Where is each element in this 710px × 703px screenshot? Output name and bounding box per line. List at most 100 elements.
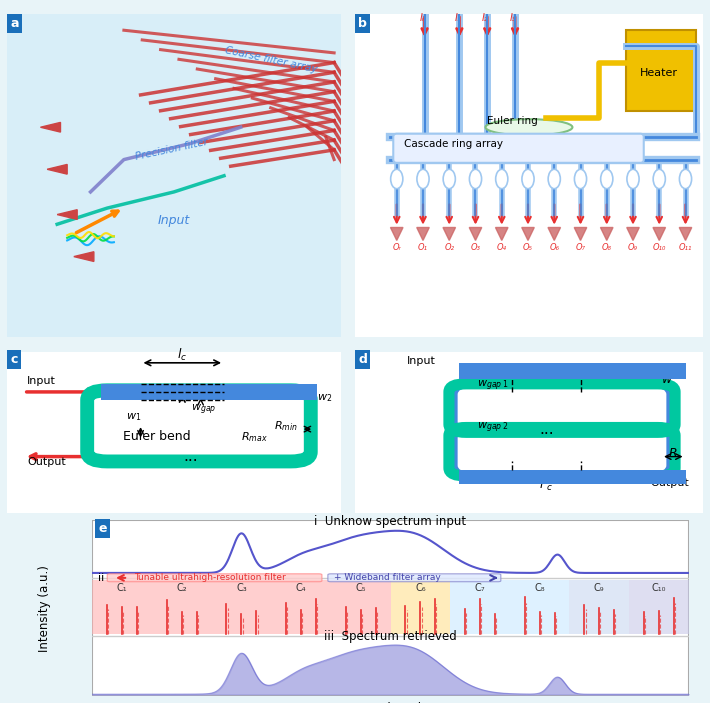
Text: $l_c$: $l_c$ — [178, 347, 187, 363]
FancyBboxPatch shape — [101, 384, 317, 400]
FancyBboxPatch shape — [391, 580, 450, 634]
Text: Coarse filter array: Coarse filter array — [224, 45, 318, 75]
Polygon shape — [574, 228, 586, 240]
FancyBboxPatch shape — [94, 394, 304, 458]
Text: Euler ring: Euler ring — [487, 116, 538, 126]
Text: a: a — [11, 18, 19, 30]
Text: Input: Input — [408, 356, 436, 366]
Text: O₄: O₄ — [497, 243, 507, 252]
FancyBboxPatch shape — [569, 580, 629, 634]
Text: Input: Input — [27, 376, 56, 386]
Text: C₂: C₂ — [177, 583, 187, 593]
FancyBboxPatch shape — [459, 470, 686, 484]
Ellipse shape — [679, 169, 692, 188]
Text: I₁: I₁ — [454, 13, 461, 22]
Text: Oᵣ: Oᵣ — [393, 243, 401, 252]
Text: + Wideband filter array: + Wideband filter array — [334, 574, 441, 582]
Text: $w_1$: $w_1$ — [126, 411, 141, 423]
Polygon shape — [679, 228, 692, 240]
Text: Output: Output — [650, 478, 689, 488]
FancyBboxPatch shape — [450, 580, 510, 634]
Polygon shape — [443, 228, 456, 240]
Text: Heater: Heater — [640, 67, 678, 77]
Text: i  Unknow spectrum input: i Unknow spectrum input — [315, 515, 466, 529]
Text: ii: ii — [98, 573, 104, 583]
FancyBboxPatch shape — [449, 384, 675, 432]
Text: C₇: C₇ — [475, 583, 485, 593]
Ellipse shape — [601, 169, 613, 188]
Text: C₆: C₆ — [415, 583, 425, 593]
Text: b: b — [359, 18, 367, 30]
Text: Tunable ultrahigh-resolution filter: Tunable ultrahigh-resolution filter — [134, 574, 286, 582]
Polygon shape — [391, 228, 403, 240]
Text: Euler bend: Euler bend — [124, 430, 191, 444]
FancyBboxPatch shape — [510, 580, 569, 634]
Text: Iᵣ: Iᵣ — [420, 13, 425, 22]
FancyBboxPatch shape — [459, 363, 686, 379]
Polygon shape — [469, 228, 482, 240]
Text: O₂: O₂ — [444, 243, 454, 252]
Text: $R_{max}$: $R_{max}$ — [241, 430, 268, 444]
Text: I₃: I₃ — [510, 13, 517, 22]
Text: O₃: O₃ — [471, 243, 481, 252]
Text: Wavelength: Wavelength — [356, 702, 425, 703]
Ellipse shape — [653, 169, 665, 188]
FancyBboxPatch shape — [92, 520, 689, 696]
Text: $w'$: $w'$ — [661, 373, 676, 387]
FancyBboxPatch shape — [152, 580, 212, 634]
FancyBboxPatch shape — [92, 580, 152, 634]
Text: $l'_c$: $l'_c$ — [540, 477, 553, 493]
FancyBboxPatch shape — [328, 574, 501, 582]
Text: e: e — [98, 522, 106, 535]
Text: Input: Input — [158, 214, 190, 227]
Polygon shape — [417, 228, 430, 240]
Text: C₄: C₄ — [296, 583, 306, 593]
Polygon shape — [653, 228, 665, 240]
Text: ...: ... — [539, 422, 554, 437]
Polygon shape — [57, 209, 77, 219]
Text: O₅: O₅ — [523, 243, 533, 252]
Polygon shape — [40, 122, 60, 132]
Text: $w_2$: $w_2$ — [317, 392, 333, 404]
Ellipse shape — [417, 169, 429, 188]
FancyBboxPatch shape — [271, 580, 331, 634]
Text: $w_{gap\,2}$: $w_{gap\,2}$ — [477, 420, 508, 435]
Ellipse shape — [443, 169, 455, 188]
Polygon shape — [522, 228, 534, 240]
Text: Precision filter: Precision filter — [134, 136, 209, 162]
FancyBboxPatch shape — [449, 427, 675, 476]
FancyBboxPatch shape — [87, 390, 311, 461]
Text: O₁: O₁ — [418, 243, 428, 252]
Ellipse shape — [496, 169, 508, 188]
Text: $w_{gap\,1}$: $w_{gap\,1}$ — [477, 378, 508, 393]
FancyBboxPatch shape — [331, 580, 390, 634]
Polygon shape — [601, 228, 613, 240]
Text: O₇: O₇ — [576, 243, 586, 252]
Ellipse shape — [391, 169, 403, 188]
Text: iii  Spectrum retrieved: iii Spectrum retrieved — [324, 630, 457, 643]
Text: C₅: C₅ — [356, 583, 366, 593]
Text: Output: Output — [27, 457, 66, 467]
Text: C₁: C₁ — [117, 583, 127, 593]
Ellipse shape — [574, 169, 586, 188]
Text: O₁₁: O₁₁ — [679, 243, 692, 252]
Text: c: c — [11, 353, 18, 366]
Text: C₃: C₃ — [236, 583, 247, 593]
FancyBboxPatch shape — [626, 30, 696, 111]
FancyBboxPatch shape — [393, 134, 644, 163]
Text: d: d — [359, 353, 367, 366]
Text: Intensity (a.u.): Intensity (a.u.) — [38, 565, 51, 652]
Text: Cascade ring array: Cascade ring array — [404, 139, 503, 149]
Text: O₉: O₉ — [628, 243, 638, 252]
Text: C₉: C₉ — [594, 583, 604, 593]
Text: $R$: $R$ — [668, 446, 677, 460]
Polygon shape — [548, 228, 560, 240]
Ellipse shape — [486, 119, 572, 136]
Text: ...: ... — [183, 449, 198, 465]
Polygon shape — [74, 252, 94, 262]
Polygon shape — [47, 165, 67, 174]
Text: C₈: C₈ — [535, 583, 545, 593]
Text: O₈: O₈ — [602, 243, 612, 252]
Text: $R_{min}$: $R_{min}$ — [274, 419, 298, 433]
FancyBboxPatch shape — [458, 388, 667, 428]
